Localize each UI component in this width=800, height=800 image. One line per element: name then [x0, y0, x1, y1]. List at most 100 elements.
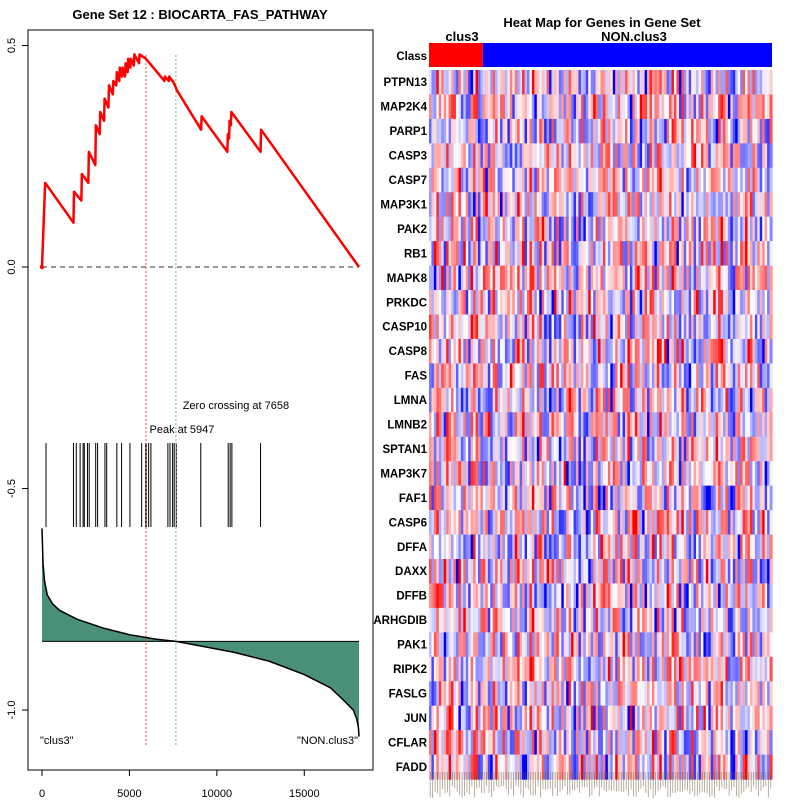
heatmap-cell	[536, 192, 540, 218]
heatmap-cell	[607, 94, 611, 120]
heatmap-cell	[529, 363, 533, 389]
heatmap-cell	[752, 754, 756, 780]
heatmap-cell	[666, 485, 670, 511]
heatmap-cell	[495, 656, 499, 682]
heatmap-cell	[767, 754, 771, 780]
heatmap-cell	[691, 607, 695, 633]
heatmap-cell	[634, 436, 638, 462]
heatmap-cell	[585, 412, 589, 438]
heatmap-cell	[431, 705, 435, 731]
heatmap-cell	[617, 436, 621, 462]
heatmap-cell	[666, 338, 670, 364]
heatmap-cell	[455, 216, 459, 242]
heatmap-cell	[468, 118, 472, 144]
heatmap-cell	[654, 754, 658, 780]
heatmap-cell	[654, 387, 658, 413]
heatmap-cell	[480, 607, 484, 633]
heatmap-cell	[443, 632, 447, 658]
heatmap-cell	[568, 730, 572, 756]
heatmap-cell	[681, 143, 685, 169]
heatmap-cell	[610, 167, 614, 193]
heatmap-cell	[446, 290, 450, 316]
heatmap-cell	[583, 510, 587, 536]
heatmap-cell	[463, 461, 467, 487]
heatmap-cell	[671, 143, 675, 169]
heatmap-cell	[620, 241, 624, 267]
heatmap-cell	[647, 730, 651, 756]
heatmap-cell	[465, 241, 469, 267]
heatmap-cell	[723, 216, 727, 242]
heatmap-cell	[688, 70, 692, 96]
heatmap-cell	[485, 681, 489, 707]
heatmap-row	[429, 363, 773, 389]
heatmap-cell	[752, 436, 756, 462]
heatmap-cell	[627, 730, 631, 756]
heatmap-cell	[607, 705, 611, 731]
heatmap-cell	[571, 387, 575, 413]
heatmap-row	[429, 461, 773, 487]
heatmap-cell	[512, 485, 516, 511]
heatmap-cell	[541, 705, 545, 731]
heatmap-cell	[436, 681, 440, 707]
heatmap-cell	[583, 118, 587, 144]
heatmap-cell	[703, 216, 707, 242]
heatmap-cell	[674, 436, 678, 462]
heatmap-cell	[536, 290, 540, 316]
heatmap-cell	[723, 167, 727, 193]
heatmap-cell	[529, 656, 533, 682]
heatmap-cell	[622, 265, 626, 291]
heatmap-cell	[615, 338, 619, 364]
heatmap-cell	[659, 265, 663, 291]
heatmap-cell	[727, 632, 731, 658]
heatmap-cell	[718, 583, 722, 609]
heatmap-cell	[698, 387, 702, 413]
heatmap-cell	[563, 167, 567, 193]
heatmap-cell	[541, 314, 545, 340]
heatmap-cell	[502, 338, 506, 364]
heatmap-cell	[600, 412, 604, 438]
heatmap-cell	[438, 583, 442, 609]
heatmap-cell	[600, 314, 604, 340]
heatmap-cell	[534, 632, 538, 658]
heatmap-cell	[509, 510, 513, 536]
heatmap-cell	[507, 583, 511, 609]
heatmap-cell	[732, 607, 736, 633]
heatmap-cell	[742, 583, 746, 609]
heatmap-cell	[492, 461, 496, 487]
heatmap-cell	[512, 70, 516, 96]
gene-label: FAF1	[399, 493, 428, 505]
heatmap-cell	[573, 461, 577, 487]
heatmap-cell	[583, 485, 587, 511]
heatmap-cell	[598, 363, 602, 389]
heatmap-cell	[578, 338, 582, 364]
heatmap-cell	[664, 118, 668, 144]
heatmap-cell	[713, 338, 717, 364]
heatmap-cell	[431, 387, 435, 413]
heatmap-cell	[627, 510, 631, 536]
heatmap-cell	[740, 363, 744, 389]
heatmap-cell	[524, 534, 528, 560]
heatmap-cell	[492, 534, 496, 560]
heatmap-cell	[732, 681, 736, 707]
heatmap-cell	[622, 192, 626, 218]
heatmap-cell	[715, 461, 719, 487]
heatmap-cell	[754, 94, 758, 120]
heatmap-cell	[715, 192, 719, 218]
heatmap-cell	[605, 70, 609, 96]
heatmap-cell	[691, 412, 695, 438]
heatmap-cell	[536, 681, 540, 707]
heatmap-cell	[740, 314, 744, 340]
heatmap-cell	[686, 681, 690, 707]
heatmap-cell	[754, 118, 758, 144]
heatmap-cell	[659, 754, 663, 780]
heatmap-cell	[605, 485, 609, 511]
heatmap-cell	[473, 436, 477, 462]
heatmap-cell	[487, 216, 491, 242]
heatmap-cell	[500, 730, 504, 756]
heatmap-cell	[620, 583, 624, 609]
heatmap-cell	[762, 314, 766, 340]
heatmap-cell	[666, 681, 670, 707]
heatmap-cell	[433, 387, 437, 413]
heatmap-cell	[769, 436, 773, 462]
heatmap-cell	[595, 436, 599, 462]
